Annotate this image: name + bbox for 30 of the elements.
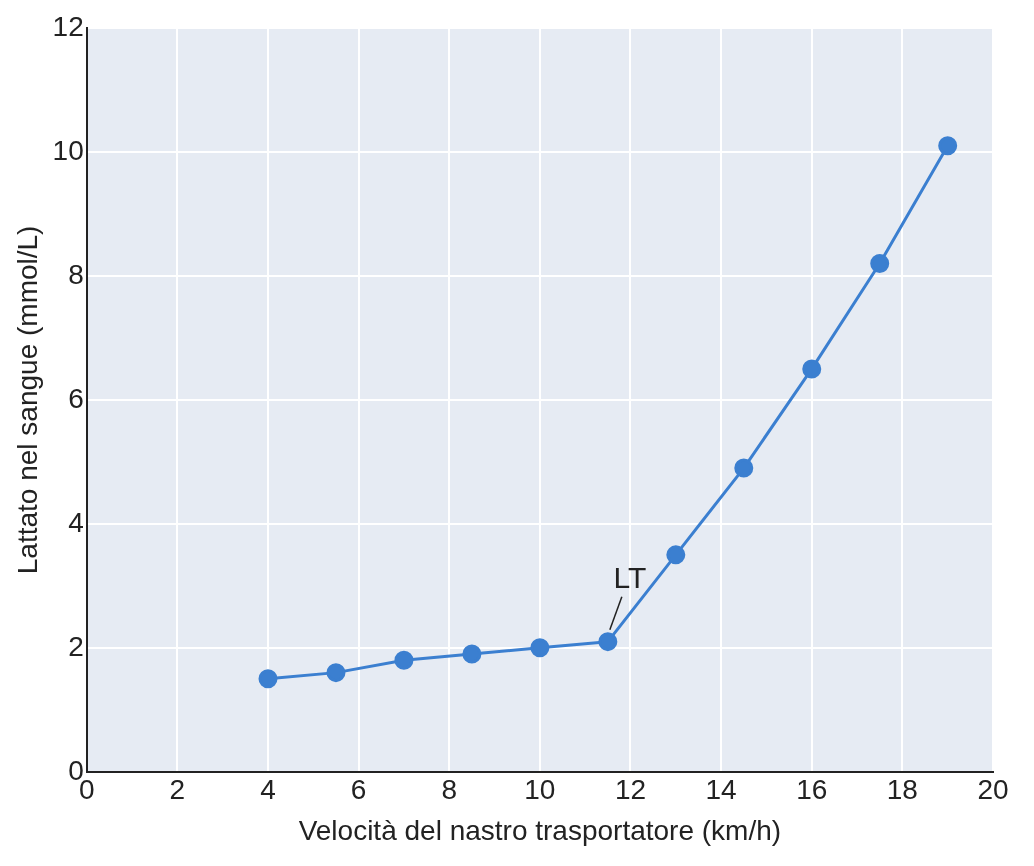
x-tick-label: 16 <box>796 774 828 806</box>
x-tick-label: 8 <box>441 774 458 806</box>
x-tick-label: 14 <box>705 774 737 806</box>
y-tick-label: 2 <box>68 630 84 662</box>
point <box>666 545 686 565</box>
point <box>598 632 618 652</box>
x-tick-label: 2 <box>169 774 186 806</box>
point <box>394 650 414 670</box>
y-tick-label: 4 <box>68 506 84 538</box>
point <box>530 638 550 658</box>
y-tick-label: 10 <box>52 134 84 166</box>
point <box>462 644 482 664</box>
point <box>734 458 754 478</box>
x-tick-label: 20 <box>977 774 1009 806</box>
point <box>258 669 278 689</box>
annotation: LT <box>613 560 647 594</box>
x-axis-title: Velocità del nastro trasportatore (km/h) <box>298 814 782 846</box>
y-axis-title: Lattato nel sangue (mmol/L) <box>11 225 43 575</box>
point <box>938 136 958 156</box>
y-tick-label: 6 <box>68 382 84 414</box>
x-tick-label: 12 <box>614 774 647 806</box>
x-tick-label: 10 <box>524 774 556 806</box>
y-tick-label: 8 <box>68 258 84 290</box>
point <box>326 663 346 683</box>
x-tick-label: 4 <box>260 774 276 806</box>
y-tick-label: 12 <box>52 10 84 42</box>
point <box>870 254 890 274</box>
point <box>802 359 822 379</box>
x-tick-label: 6 <box>350 774 367 806</box>
x-tick-label: 18 <box>886 774 918 806</box>
